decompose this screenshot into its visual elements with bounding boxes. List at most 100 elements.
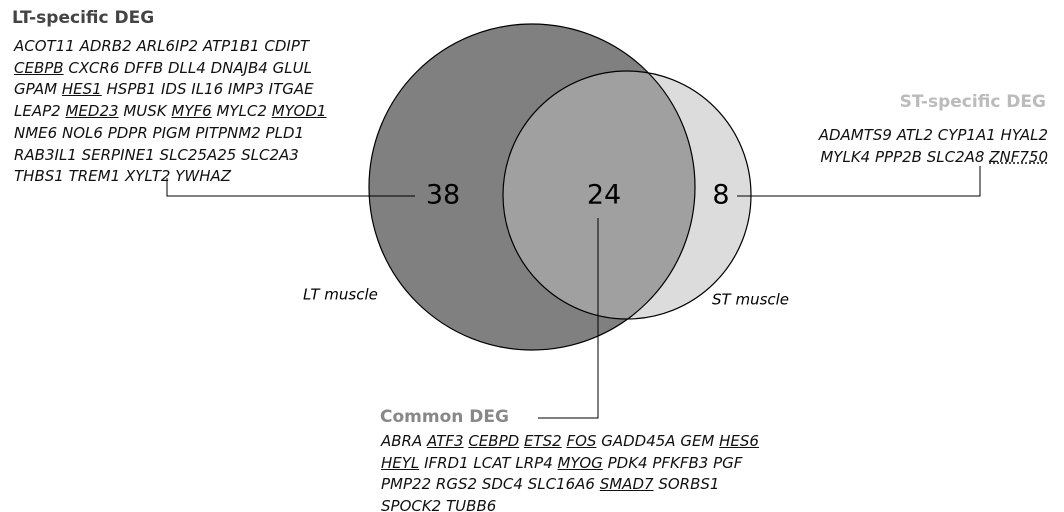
gene: IFRD1 (424, 453, 469, 472)
gene: TUBB6 (446, 497, 497, 512)
gene: PFKFB3 (652, 453, 709, 472)
gene-line: THBS1 TREM1 XYLT2 YWHAZ (14, 166, 326, 188)
gene: PMP22 (381, 475, 432, 494)
gene-line: LEAP2 MED23 MUSK MYF6 MYLC2 MYOD1 (14, 101, 326, 123)
gene: HES1 (61, 80, 102, 99)
gene: SLC2A8 (926, 147, 985, 166)
lt-label: LT muscle (303, 286, 378, 304)
gene: ITGAE (268, 80, 314, 99)
gene: LRP4 (515, 453, 553, 472)
gene: LEAP2 (14, 102, 61, 121)
gene: DLL4 (167, 58, 206, 77)
gene: PDPR (107, 123, 148, 142)
gene-line: PMP22 RGS2 SDC4 SLC16A6 SMAD7 SORBS1 (381, 474, 759, 496)
gene: SLC2A3 (241, 145, 299, 164)
lt-count: 38 (426, 180, 460, 211)
gene: SORBS1 (658, 475, 720, 494)
gene: MYOG (557, 453, 603, 472)
gene: PPP2B (874, 147, 922, 166)
gene-line: MYLK4 PPP2B SLC2A8 ZNF750 (819, 147, 1048, 169)
gene: CEBPD (468, 432, 520, 450)
gene: MUSK (123, 102, 167, 121)
gene: GEM (680, 432, 715, 450)
gene: HEYL (381, 453, 420, 472)
gene: CEBPB (14, 58, 64, 77)
st-outline (502, 70, 752, 320)
gene: DNAJB4 (210, 58, 268, 77)
gene-line: GPAM HES1 HSPB1 IDS IL16 IMP3 ITGAE (14, 79, 326, 101)
gene: PIGM (152, 123, 191, 142)
lt-genes: ACOT11 ADRB2 ARL6IP2 ATP1B1 CDIPT CEBPB C… (14, 36, 326, 188)
gene: SLC16A6 (527, 475, 595, 494)
gene: XYLT2 (124, 167, 171, 186)
gene: ETS2 (523, 432, 562, 450)
st-label: ST muscle (712, 291, 789, 309)
gene: ATP1B1 (202, 37, 260, 55)
gene: THBS1 (14, 167, 64, 186)
gene: RAB3IL1 (14, 145, 77, 164)
gene: PITPNM2 (195, 123, 261, 142)
gene: MED23 (65, 102, 119, 121)
gene: RGS2 (435, 475, 478, 494)
gene: ADAMTS9 (818, 126, 892, 144)
common-title: Common DEG (380, 407, 509, 427)
gene: NME6 (14, 123, 58, 142)
gene-line: HEYL IFRD1 LCAT LRP4 MYOG PDK4 PFKFB3 PG… (381, 453, 759, 475)
gene: GLUL (272, 58, 312, 77)
gene: PGF (713, 453, 743, 472)
gene: ATF3 (427, 432, 464, 450)
common-genes: ABRA ATF3 CEBPD ETS2 FOS GADD45A GEM HES… (381, 431, 759, 512)
gene: LCAT (473, 453, 511, 472)
gene: SERPINE1 (81, 145, 155, 164)
gene: PLD1 (265, 123, 305, 142)
st-genes: ADAMTS9 ATL2 CYP1A1 HYAL2 MYLK4 PPP2B SLC… (819, 125, 1048, 168)
gene: IL16 (191, 80, 224, 99)
gene: ADRB2 (79, 37, 132, 55)
gene: GPAM (14, 80, 58, 99)
gene: YWHAZ (175, 167, 232, 186)
gene: MYF6 (171, 102, 212, 121)
gene: IMP3 (227, 80, 264, 99)
gene: CDIPT (264, 37, 310, 55)
gene: IDS (160, 80, 187, 99)
gene: ACOT11 (14, 37, 75, 55)
gene: ARL6IP2 (136, 37, 199, 55)
gene: HSPB1 (106, 80, 157, 99)
gene-line: ACOT11 ADRB2 ARL6IP2 ATP1B1 CDIPT (14, 36, 326, 58)
gene-line: CEBPB CXCR6 DFFB DLL4 DNAJB4 GLUL (14, 58, 326, 80)
lt-title: LT-specific DEG (12, 8, 155, 28)
gene-line: NME6 NOL6 PDPR PIGM PITPNM2 PLD1 (14, 123, 326, 145)
gene: MYLC2 (216, 102, 267, 121)
common-count: 24 (587, 180, 621, 211)
lt-outline (368, 23, 696, 351)
st-title: ST-specific DEG (899, 92, 1046, 112)
gene: GADD45A (601, 432, 676, 450)
gene: FOS (566, 432, 597, 450)
gene: NOL6 (61, 123, 103, 142)
gene: ZNF750 (989, 147, 1048, 166)
gene: SDC4 (481, 475, 523, 494)
gene: CYP1A1 (937, 126, 996, 144)
st-connector (737, 166, 981, 197)
gene-line: SPOCK2 TUBB6 (381, 496, 759, 512)
gene: SPOCK2 (381, 497, 442, 512)
gene: TREM1 (68, 167, 121, 186)
gene: CXCR6 (68, 58, 120, 77)
gene-line: ABRA ATF3 CEBPD ETS2 FOS GADD45A GEM HES… (381, 431, 759, 453)
gene: ATL2 (896, 126, 933, 144)
gene-line: RAB3IL1 SERPINE1 SLC25A25 SLC2A3 (14, 145, 326, 167)
gene: ABRA (381, 432, 423, 450)
gene-line: ADAMTS9 ATL2 CYP1A1 HYAL2 (819, 125, 1048, 147)
gene: SMAD7 (599, 475, 654, 494)
gene: MYLK4 (820, 147, 871, 166)
gene: HYAL2 (1000, 126, 1048, 144)
gene: PDK4 (607, 453, 648, 472)
gene: SLC25A25 (159, 145, 237, 164)
common-connector (538, 218, 599, 419)
st-count: 8 (712, 180, 729, 211)
gene: DFFB (124, 58, 164, 77)
lt-connector (166, 178, 415, 197)
gene: MYOD1 (271, 102, 327, 121)
